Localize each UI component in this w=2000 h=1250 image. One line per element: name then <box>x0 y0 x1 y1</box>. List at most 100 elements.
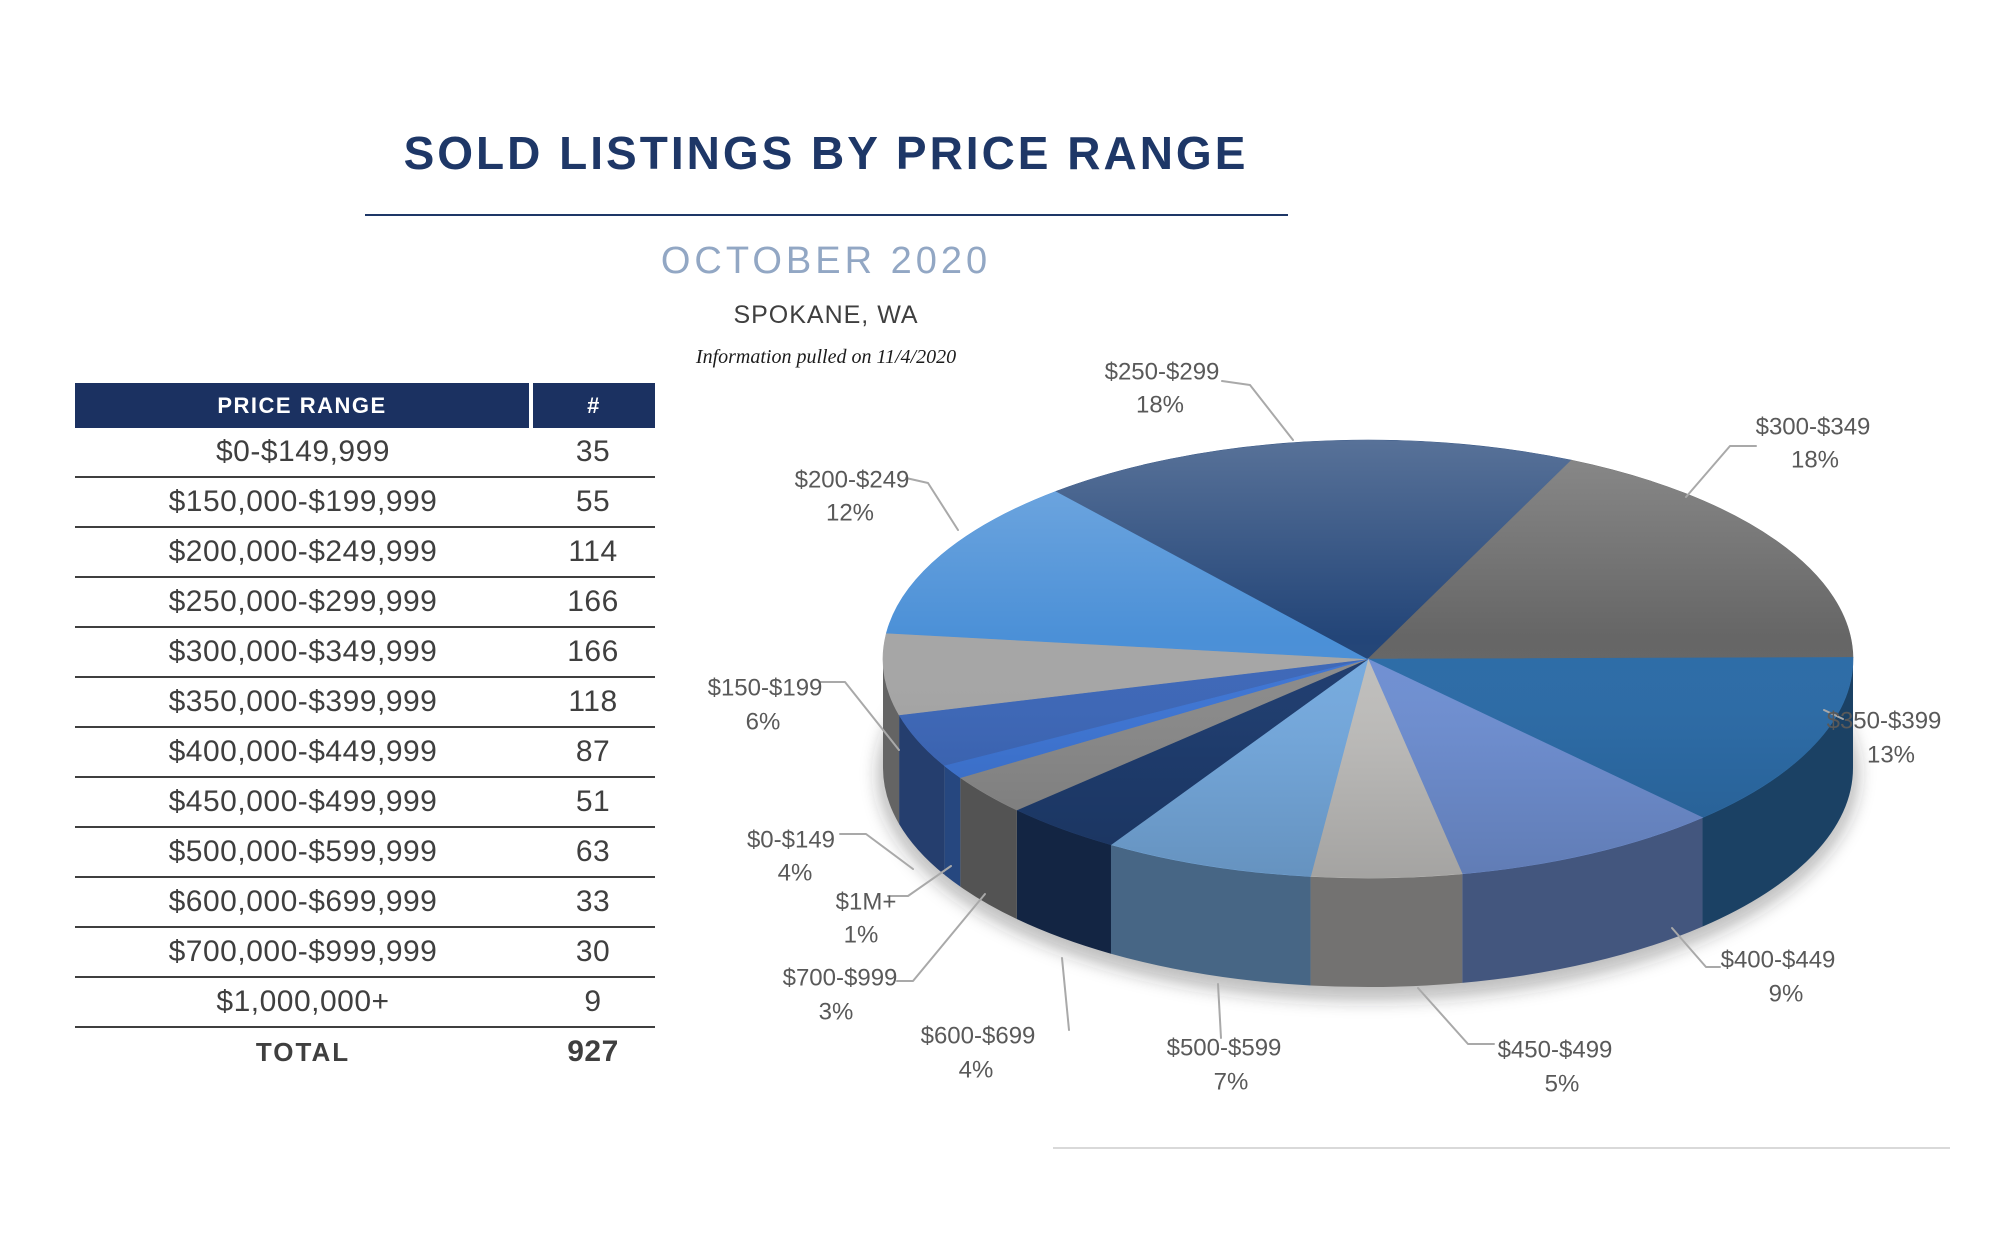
slice-label: $250-$299 <box>1105 358 1220 385</box>
price-range-cell: $0-$149,999 <box>75 428 531 478</box>
leader-line <box>839 833 914 870</box>
slice-label: $700-$999 <box>783 964 898 991</box>
count-cell: 166 <box>531 577 655 628</box>
leader-line <box>1221 380 1294 441</box>
count-cell: 114 <box>531 527 655 578</box>
slice-label: $150-$199 <box>708 674 823 701</box>
slice-label: $1M+ <box>836 888 897 915</box>
leader-line <box>887 865 952 897</box>
slice-label: $200-$249 <box>795 466 910 493</box>
slice-label: $300-$349 <box>1756 413 1871 440</box>
table-header: PRICE RANGE # <box>75 383 655 428</box>
pie-labels-layer: $0-$149 4% $150-$199 6% $200-$249 12% $250-$29… <box>708 358 1942 1097</box>
pie-chart-svg: $0-$149 4% $150-$199 6% $200-$249 12% $250-$29… <box>708 358 1950 1149</box>
pie-slice-side <box>1016 810 1111 954</box>
table-row: $200,000-$249,999 114 <box>75 527 655 578</box>
slice-percent-label: 6% <box>746 708 781 735</box>
page-title: SOLD LISTINGS BY PRICE RANGE <box>403 127 1249 179</box>
count-cell: 118 <box>531 677 655 728</box>
count-cell: 55 <box>531 477 655 528</box>
slice-percent-label: 5% <box>1545 1070 1580 1097</box>
table-row: $600,000-$699,999 33 <box>75 877 655 928</box>
leader-line <box>1685 445 1757 498</box>
leader-line <box>896 893 986 982</box>
leader-line <box>1217 983 1222 1039</box>
pie-slice-side <box>1110 844 1311 986</box>
slice-label: $350-$399 <box>1827 707 1942 734</box>
price-table-body: $0-$149,999 35 $150,000-$199,999 55 $200,000… <box>75 428 655 1028</box>
page-location: SPOKANE, WA <box>733 301 919 329</box>
slice-percent-label: 18% <box>1791 446 1839 473</box>
slice-label: $600-$699 <box>921 1022 1036 1049</box>
leader-line <box>905 477 959 531</box>
header-price-range: PRICE RANGE <box>75 383 533 428</box>
price-range-cell: $200,000-$249,999 <box>75 527 531 578</box>
slice-percent-label: 3% <box>819 998 854 1025</box>
table-row: $300,000-$349,999 166 <box>75 627 655 678</box>
leader-line <box>1417 987 1495 1045</box>
slice-percent-label: 9% <box>1769 980 1804 1007</box>
table-row: $450,000-$499,999 51 <box>75 777 655 828</box>
pie-slice-side <box>960 777 1017 920</box>
slice-percent-label: 4% <box>778 859 813 886</box>
count-cell: 87 <box>531 727 655 778</box>
pie-slice-side <box>1462 817 1703 983</box>
pie-slice-side <box>1310 873 1463 987</box>
table-row: $0-$149,999 35 <box>75 428 655 478</box>
price-range-cell: $700,000-$999,999 <box>75 927 531 978</box>
count-cell: 166 <box>531 627 655 678</box>
count-cell: 35 <box>531 428 655 478</box>
table-row: $400,000-$449,999 87 <box>75 727 655 778</box>
slice-label: $400-$449 <box>1721 946 1836 973</box>
table-row: $350,000-$399,999 118 <box>75 677 655 728</box>
slice-label: $0-$149 <box>747 826 835 853</box>
table-row: $1,000,000+ 9 <box>75 977 655 1028</box>
total-row: TOTAL 927 <box>75 1027 655 1076</box>
data-pull-note: Information pulled on 11/4/2020 <box>695 346 957 368</box>
pie-leaders-layer <box>819 380 1844 1045</box>
count-cell: 51 <box>531 777 655 828</box>
price-range-cell: $600,000-$699,999 <box>75 877 531 928</box>
leader-line <box>1823 709 1844 720</box>
slice-percent-label: 12% <box>826 499 874 526</box>
count-cell: 30 <box>531 927 655 978</box>
pie-sheen-layer <box>883 440 1853 878</box>
leader-line <box>1061 957 1070 1031</box>
header-count: # <box>531 383 655 428</box>
price-range-cell: $1,000,000+ <box>75 977 531 1028</box>
price-range-cell: $350,000-$399,999 <box>75 677 531 728</box>
price-range-table: PRICE RANGE # $0-$149,999 35 $150,000-$199… <box>75 383 655 1076</box>
pie-walls-layer <box>883 659 1853 987</box>
slice-percent-label: 1% <box>844 921 879 948</box>
slice-percent-label: 7% <box>1214 1068 1249 1095</box>
pie-slice-side <box>944 765 961 887</box>
leader-line <box>819 681 900 751</box>
header: SOLD LISTINGS BY PRICE RANGE OCTOBER 202… <box>0 126 1652 369</box>
pie-slice-side <box>899 714 945 875</box>
pie-sheen <box>883 440 1853 878</box>
slice-percent-label: 18% <box>1136 391 1184 418</box>
table-row: $250,000-$299,999 166 <box>75 577 655 628</box>
slice-label: $450-$499 <box>1498 1036 1613 1063</box>
slice-percent-label: 13% <box>1867 741 1915 768</box>
price-range-cell: $500,000-$599,999 <box>75 827 531 878</box>
slice-percent-label: 4% <box>959 1056 994 1083</box>
pie-slice-side <box>1702 659 1853 927</box>
page-subtitle: OCTOBER 2020 <box>660 240 992 282</box>
price-range-cell: $300,000-$349,999 <box>75 627 531 678</box>
leader-line <box>1671 927 1721 968</box>
price-range-cell: $450,000-$499,999 <box>75 777 531 828</box>
slice-label: $500-$599 <box>1167 1034 1282 1061</box>
price-range-cell: $250,000-$299,999 <box>75 577 531 628</box>
title-underline <box>364 214 1288 216</box>
table-row: $700,000-$999,999 30 <box>75 927 655 978</box>
price-range-cell: $400,000-$449,999 <box>75 727 531 778</box>
price-range-cell: $150,000-$199,999 <box>75 477 531 528</box>
count-cell: 33 <box>531 877 655 928</box>
table-footer: TOTAL 927 <box>75 1027 655 1076</box>
table-row: $500,000-$599,999 63 <box>75 827 655 878</box>
table-row: $150,000-$199,999 55 <box>75 477 655 528</box>
total-value: 927 <box>567 1035 619 1068</box>
total-label: TOTAL <box>255 1036 351 1067</box>
